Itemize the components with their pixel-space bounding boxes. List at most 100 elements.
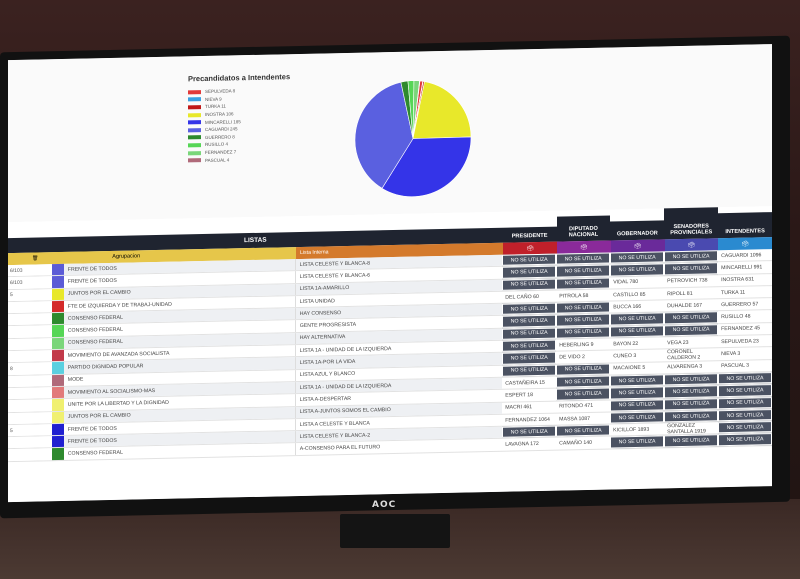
result-cell: CORONEL CALDERON 2 [667, 348, 701, 362]
result-cell: NO SE UTILIZA [718, 384, 772, 397]
result-cell: NO SE UTILIZA [502, 327, 557, 340]
result-cell: NO SE UTILIZA [664, 311, 719, 325]
result-cell: MACRI 461 [505, 404, 533, 411]
result-cell: NO SE UTILIZA [556, 326, 611, 339]
row-number [8, 313, 53, 326]
result-cell: NIEVA 3 [721, 350, 741, 358]
result-cell: CUNEO 3 [613, 352, 637, 360]
ballot-icon-diputado: 🗳 [557, 240, 611, 254]
result-cell: NO SE UTILIZA [556, 313, 611, 327]
row-number [8, 325, 53, 338]
chart-legend: SEPULVEDA 8 NIEVA 9 TURKA 11 INOSTRA 106 MIN… [188, 87, 241, 164]
result-cell: NO SE UTILIZA [610, 411, 665, 424]
result-cell: NO SE UTILIZA [610, 312, 665, 326]
legend-swatch [188, 143, 201, 148]
result-cell: DUHALDE 167 [667, 302, 703, 310]
legend-swatch [188, 97, 201, 102]
chart-title: Precandidatos a Intendentes [188, 72, 291, 84]
result-cell: DEL CAÑO 60 [505, 293, 539, 301]
result-cell: KICILLOF 1893 [613, 426, 650, 434]
party-color-swatch [52, 362, 64, 374]
legend-label: SEPULVEDA 8 [205, 88, 236, 95]
party-color-swatch [52, 337, 64, 350]
pie-slice-inostra[interactable] [412, 81, 472, 139]
result-cell: BAYON 22 [613, 340, 639, 348]
result-cell: NO SE UTILIZA [718, 408, 772, 422]
result-cell: NO SE UTILIZA [556, 252, 611, 265]
result-cell: RITONDO 471 [559, 403, 594, 410]
result-cell: VIDAL 780 [613, 279, 639, 286]
result-cell: NO SE UTILIZA [664, 262, 719, 275]
legend-swatch [188, 127, 201, 133]
header-senadores: SENADORES PROVINCIALES [664, 207, 719, 240]
legend-label: CAGUARDI 245 [205, 126, 238, 133]
result-cell: NO SE UTILIZA [556, 363, 611, 376]
party-color-swatch [52, 263, 64, 276]
row-number: 5 [8, 288, 53, 301]
party-color-swatch [52, 325, 64, 337]
ballot-icon-presidente: 🗳 [503, 241, 558, 255]
result-cell: MINCARELLI 991 [721, 264, 763, 272]
pie-slice-caguardi[interactable] [354, 81, 414, 189]
party-color-swatch [52, 448, 64, 460]
results-table: LISTAS PRESIDENTE DIPUTADO NACIONAL GOBE… [8, 206, 772, 503]
legend-swatch [188, 112, 201, 117]
result-cell: PASCUAL 3 [721, 362, 750, 370]
result-cell: NO SE UTILIZA [610, 374, 665, 387]
header-agrupacion-label: Agrupacion [112, 253, 141, 260]
result-cell: NO SE UTILIZA [664, 373, 719, 386]
result-cell: NO SE UTILIZA [664, 250, 719, 263]
row-number: 6/103 [8, 264, 53, 277]
tv-stand [340, 514, 450, 548]
party-color-swatch [52, 313, 64, 325]
row-number [8, 301, 53, 314]
legend-label: NIEVA 9 [205, 96, 222, 102]
legend-label: INOSTRA 106 [205, 111, 234, 118]
result-cell: MASSA 1087 [559, 415, 591, 423]
result-cell: NO SE UTILIZA [664, 385, 719, 398]
header-intendentes: INTENDENTES [718, 212, 772, 239]
result-cell: FERNANDEZ 1064 [505, 416, 550, 424]
result-cell: NO SE UTILIZA [556, 375, 611, 388]
pie-slice-pascual[interactable] [412, 80, 421, 139]
row-number [8, 399, 53, 412]
header-presidente: PRESIDENTE [502, 226, 557, 243]
result-cell: NO SE UTILIZA [664, 434, 719, 448]
legend-item: PASCUAL 4 [188, 156, 241, 165]
ballot-icon-intendentes: 🗳 [718, 237, 772, 251]
pie-slice-mincarelli[interactable] [381, 136, 472, 197]
row-number [8, 448, 53, 461]
party-color-swatch [52, 350, 64, 362]
legend-label: PASCUAL 4 [205, 157, 230, 163]
result-cell: NO SE UTILIZA [718, 433, 772, 446]
result-cell: NO SE UTILIZA [502, 425, 557, 439]
row-number [8, 350, 53, 363]
result-cell: NO SE UTILIZA [610, 325, 665, 338]
ballot-icon-senadores: 🗳 [664, 238, 719, 252]
legend-swatch [188, 120, 201, 125]
trash-icon[interactable]: 🗑 [8, 252, 53, 266]
result-cell: NO SE UTILIZA [502, 351, 557, 365]
result-cell: NO SE UTILIZA [556, 264, 611, 278]
row-number: 5 [8, 424, 53, 437]
row-number [8, 374, 53, 388]
result-cell: INOSTRA 631 [721, 276, 754, 284]
party-color-swatch [52, 374, 64, 387]
result-cell: NO SE UTILIZA [502, 339, 557, 353]
result-cell: NO SE UTILIZA [556, 277, 611, 290]
party-color-swatch [52, 288, 64, 301]
result-cell: NO SE UTILIZA [502, 253, 557, 267]
result-cell: NO SE UTILIZA [502, 364, 557, 377]
result-cell: ALVARENGA 3 [667, 363, 703, 371]
result-cell: LAVAGNA 172 [505, 441, 539, 448]
result-cell: DE VIDO 2 [559, 354, 585, 361]
legend-swatch [188, 158, 201, 163]
result-cell: ESPERT 18 [505, 392, 533, 399]
result-cell: PITROLA 58 [559, 292, 589, 300]
party-color-swatch [52, 436, 64, 448]
result-cell: CASTAÑEIRA 15 [505, 379, 545, 387]
legend-label: RUSILLO 4 [205, 141, 229, 148]
